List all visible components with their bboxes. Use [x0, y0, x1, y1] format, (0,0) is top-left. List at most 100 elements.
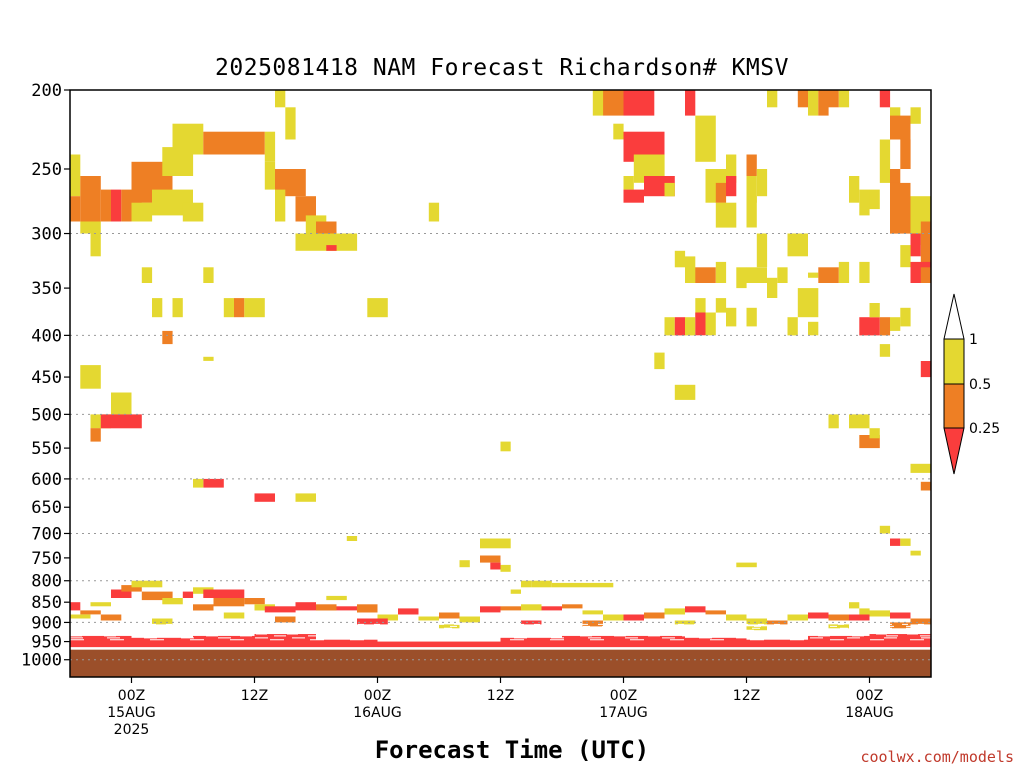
- ri-cell: [603, 90, 624, 116]
- ri-cell: [182, 591, 194, 598]
- ri-cell: [480, 606, 501, 613]
- ri-cell: [869, 428, 880, 439]
- y-tick-label: 850: [31, 593, 62, 613]
- ri-cell: [746, 307, 757, 327]
- y-tick-label: 250: [31, 160, 62, 180]
- ri-cell: [346, 536, 358, 541]
- y-tick-label: 300: [31, 225, 62, 245]
- ri-cell: [685, 317, 696, 336]
- ri-cell: [705, 610, 726, 615]
- ri-cell: [879, 525, 891, 534]
- ri-cell: [787, 317, 798, 336]
- ri-cell: [562, 604, 583, 609]
- ri-cell: [910, 550, 921, 556]
- ri-cell: [203, 589, 245, 598]
- ri-cell: [80, 610, 101, 615]
- ri-cell: [900, 245, 911, 268]
- ri-cell: [521, 580, 532, 588]
- ri-cell: [828, 614, 849, 621]
- ri-cell: [746, 154, 757, 176]
- ri-cell: [326, 595, 347, 601]
- ri-cell: [172, 123, 204, 155]
- ri-cell: [859, 189, 870, 216]
- ri-cell: [121, 585, 142, 592]
- y-tick-label: 700: [31, 524, 62, 544]
- y-tick-label: 550: [31, 439, 62, 459]
- ri-cell: [428, 202, 440, 222]
- x-tick-label: 17AUG: [599, 705, 648, 721]
- ri-cell: [931, 600, 941, 606]
- ri-cell: [459, 616, 480, 623]
- ri-cell: [264, 606, 296, 613]
- legend-label: 0.5: [969, 377, 991, 393]
- ri-cell: [295, 233, 337, 251]
- ri-cell: [685, 256, 696, 283]
- ri-cell: [849, 614, 870, 621]
- ri-cell: [111, 589, 132, 598]
- y-tick-label: 200: [31, 81, 62, 101]
- ri-cell: [582, 620, 603, 627]
- ri-cell: [746, 618, 767, 625]
- ri-cell: [920, 233, 931, 268]
- ri-cell: [100, 614, 122, 621]
- ri-cell: [203, 478, 224, 488]
- ri-cell: [357, 618, 388, 625]
- ri-cell: [592, 90, 604, 116]
- ri-cell: [879, 317, 891, 336]
- ri-cell: [213, 598, 245, 607]
- ri-cell: [736, 267, 747, 289]
- ri-cell: [920, 361, 931, 378]
- ri-cell: [582, 610, 603, 615]
- ri-cell: [70, 154, 81, 197]
- ri-cell: [890, 622, 911, 629]
- ri-cell: [254, 604, 275, 611]
- ri-cell: [80, 221, 101, 234]
- ri-cell: [551, 582, 614, 588]
- ri-cell: [736, 562, 757, 568]
- ri-cell: [562, 635, 624, 648]
- ri-cell: [439, 624, 460, 629]
- ri-cell: [756, 169, 768, 197]
- ri-cell: [521, 604, 542, 611]
- ri-cell: [828, 90, 839, 108]
- x-tick-label: 12Z: [733, 688, 760, 704]
- ri-cell: [377, 614, 398, 621]
- ri-cell: [910, 107, 921, 124]
- y-tick-label: 350: [31, 279, 62, 299]
- ri-cell: [910, 463, 931, 473]
- ri-cell: [193, 635, 255, 648]
- ri-cell: [879, 139, 891, 183]
- y-tick-label: 950: [31, 633, 62, 653]
- ri-cell: [685, 606, 706, 613]
- y-tick-label: 500: [31, 405, 62, 425]
- ri-cell: [756, 233, 768, 268]
- ri-cell: [910, 618, 931, 625]
- legend-swatch: [943, 338, 965, 385]
- ri-cell: [264, 131, 276, 162]
- ri-cell: [746, 267, 767, 283]
- ri-cell: [141, 267, 153, 283]
- surface-layer: [70, 649, 931, 677]
- ri-cell: [910, 233, 921, 257]
- ri-cell: [623, 189, 644, 203]
- y-tick-label: 400: [31, 326, 62, 346]
- ri-cell: [685, 90, 696, 116]
- plot-area: [70, 90, 941, 677]
- chart-title: 2025081418 NAM Forecast Richardson# KMSV: [215, 55, 789, 81]
- ri-cell: [521, 620, 542, 625]
- ri-cell: [674, 384, 696, 400]
- ri-cell: [746, 639, 808, 648]
- ri-cell: [664, 182, 675, 197]
- ri-cell: [162, 330, 173, 345]
- ri-cell: [264, 161, 276, 190]
- ri-cell: [623, 635, 685, 648]
- ri-cell: [234, 298, 245, 318]
- x-tick-label: 00Z: [610, 688, 637, 704]
- ri-cell: [828, 414, 839, 429]
- y-tick-label: 600: [31, 470, 62, 490]
- ri-cell: [879, 344, 891, 357]
- ri-cell: [838, 261, 850, 283]
- ri-cell: [70, 602, 81, 611]
- ri-cell: [275, 616, 296, 623]
- ri-cell: [152, 618, 173, 625]
